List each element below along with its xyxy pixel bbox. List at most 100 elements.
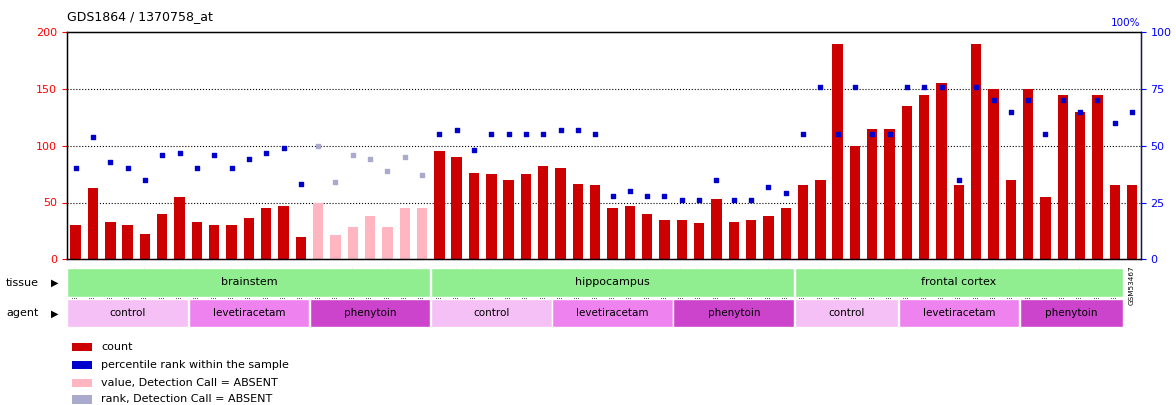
- Text: value, Detection Call = ABSENT: value, Detection Call = ABSENT: [101, 378, 279, 388]
- Bar: [797, 185, 808, 259]
- Text: brainstem: brainstem: [221, 277, 278, 288]
- Point: [880, 131, 898, 138]
- Bar: [971, 44, 982, 259]
- Point: [153, 151, 172, 158]
- Point: [187, 165, 206, 172]
- Point: [482, 131, 501, 138]
- Bar: [1075, 112, 1085, 259]
- Bar: [674, 299, 794, 328]
- Bar: [73, 379, 92, 387]
- Point: [689, 197, 708, 203]
- Point: [222, 165, 241, 172]
- Point: [534, 131, 553, 138]
- Bar: [676, 220, 687, 259]
- Bar: [884, 129, 895, 259]
- Text: ▶: ▶: [51, 309, 58, 318]
- Point: [655, 192, 674, 199]
- Bar: [763, 216, 774, 259]
- Text: phenytoin: phenytoin: [343, 309, 396, 318]
- Bar: [313, 202, 323, 259]
- Bar: [555, 168, 566, 259]
- Bar: [452, 157, 462, 259]
- Bar: [416, 208, 427, 259]
- Bar: [573, 184, 583, 259]
- Bar: [660, 220, 669, 259]
- Bar: [486, 174, 496, 259]
- Bar: [521, 174, 532, 259]
- Text: levetiracetam: levetiracetam: [213, 309, 285, 318]
- Text: count: count: [101, 342, 133, 352]
- Bar: [122, 225, 133, 259]
- Bar: [1127, 185, 1137, 259]
- Point: [274, 145, 293, 151]
- Bar: [954, 185, 964, 259]
- Bar: [624, 206, 635, 259]
- Point: [915, 83, 934, 90]
- Point: [135, 177, 154, 183]
- Bar: [158, 214, 167, 259]
- Bar: [140, 234, 151, 259]
- Point: [1002, 109, 1021, 115]
- Bar: [432, 299, 552, 328]
- Bar: [988, 89, 998, 259]
- Point: [1018, 97, 1037, 104]
- Point: [361, 156, 380, 163]
- Point: [343, 151, 362, 158]
- Point: [776, 190, 795, 197]
- Text: frontal cortex: frontal cortex: [921, 277, 996, 288]
- Bar: [1109, 185, 1120, 259]
- Bar: [226, 225, 236, 259]
- Bar: [188, 299, 309, 328]
- Point: [447, 127, 466, 133]
- Point: [66, 165, 85, 172]
- Point: [673, 197, 691, 203]
- Bar: [867, 129, 877, 259]
- Point: [1036, 131, 1055, 138]
- Point: [205, 151, 223, 158]
- Point: [377, 168, 396, 174]
- Bar: [67, 268, 430, 297]
- Point: [292, 181, 310, 188]
- Point: [933, 83, 951, 90]
- Point: [759, 183, 777, 190]
- Point: [794, 131, 813, 138]
- Point: [83, 134, 102, 140]
- Point: [811, 83, 830, 90]
- Point: [171, 149, 189, 156]
- Point: [846, 83, 864, 90]
- Bar: [192, 222, 202, 259]
- Point: [897, 83, 916, 90]
- Text: 100%: 100%: [1111, 18, 1141, 28]
- Bar: [71, 225, 81, 259]
- Point: [949, 177, 968, 183]
- Point: [552, 127, 570, 133]
- Bar: [434, 151, 445, 259]
- Text: control: control: [109, 309, 146, 318]
- Point: [256, 149, 275, 156]
- Bar: [330, 235, 341, 259]
- Text: agent: agent: [6, 309, 39, 318]
- Point: [1070, 109, 1089, 115]
- Bar: [553, 299, 673, 328]
- Bar: [105, 222, 115, 259]
- Bar: [1041, 197, 1050, 259]
- Bar: [261, 208, 272, 259]
- Text: phenytoin: phenytoin: [1045, 309, 1097, 318]
- Point: [621, 188, 640, 194]
- Bar: [539, 166, 548, 259]
- Bar: [469, 173, 479, 259]
- Bar: [67, 299, 188, 328]
- Point: [828, 131, 847, 138]
- Point: [568, 127, 587, 133]
- Point: [1105, 120, 1124, 126]
- Bar: [365, 216, 375, 259]
- Text: levetiracetam: levetiracetam: [576, 309, 649, 318]
- Point: [119, 165, 138, 172]
- Bar: [382, 228, 393, 259]
- Bar: [795, 299, 898, 328]
- Bar: [279, 206, 288, 259]
- Bar: [590, 185, 601, 259]
- Bar: [88, 188, 99, 259]
- Point: [742, 197, 761, 203]
- Bar: [209, 225, 220, 259]
